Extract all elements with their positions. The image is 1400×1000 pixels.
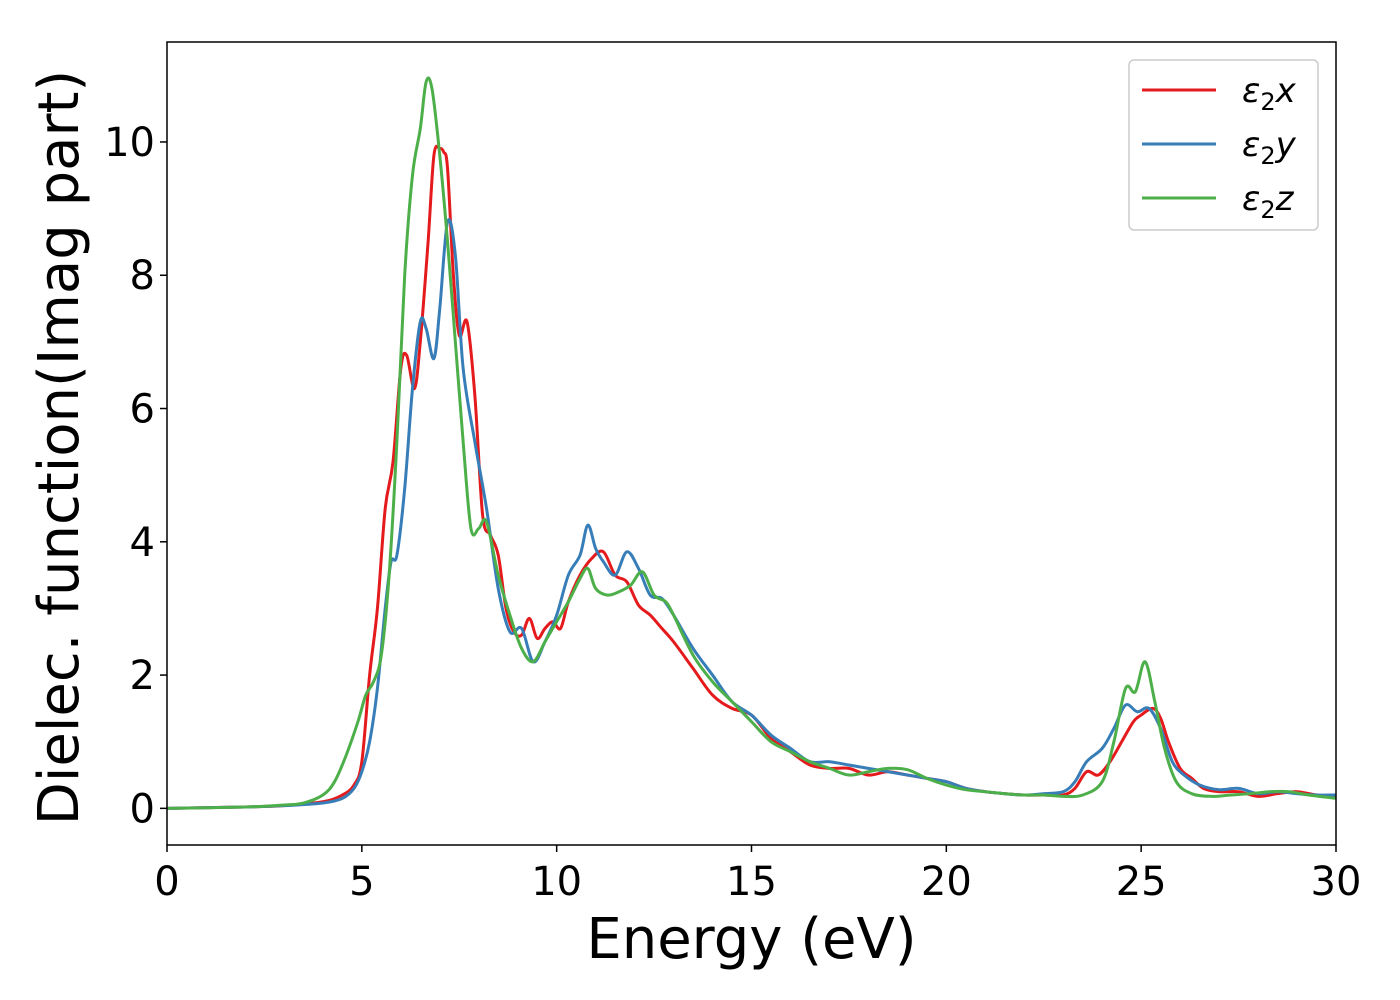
legend: ε2x ε2y ε2z (1128, 59, 1319, 231)
y-axis-title: Dielec. function(Imag part) (27, 70, 92, 826)
legend-label-y: ε2y (1242, 125, 1297, 170)
y-tick-label: 4 (130, 520, 155, 566)
x-tick-label: 20 (921, 859, 972, 905)
series-line-z (167, 76, 1336, 810)
x-tick-label: 0 (154, 859, 179, 905)
x-axis-ticks: 0 5 10 15 20 25 30 (154, 845, 1361, 905)
y-tick-label: 6 (130, 387, 155, 433)
x-tick-label: 30 (1311, 859, 1362, 905)
y-tick-label: 8 (130, 253, 155, 299)
x-axis-title: Energy (eV) (586, 907, 916, 972)
legend-label-x: ε2x (1242, 71, 1297, 116)
y-tick-label: 10 (104, 120, 155, 166)
legend-label-z: ε2z (1242, 179, 1295, 224)
y-tick-label: 2 (130, 653, 155, 699)
series-line-x (167, 144, 1336, 810)
x-tick-label: 15 (726, 859, 777, 905)
legend-box (1128, 59, 1319, 231)
x-tick-label: 25 (1116, 859, 1167, 905)
y-axis-ticks: 0 2 4 6 8 10 (104, 120, 167, 832)
x-tick-label: 10 (531, 859, 582, 905)
x-tick-label: 5 (349, 859, 374, 905)
y-tick-label: 0 (130, 786, 155, 832)
series-layer (167, 76, 1336, 810)
